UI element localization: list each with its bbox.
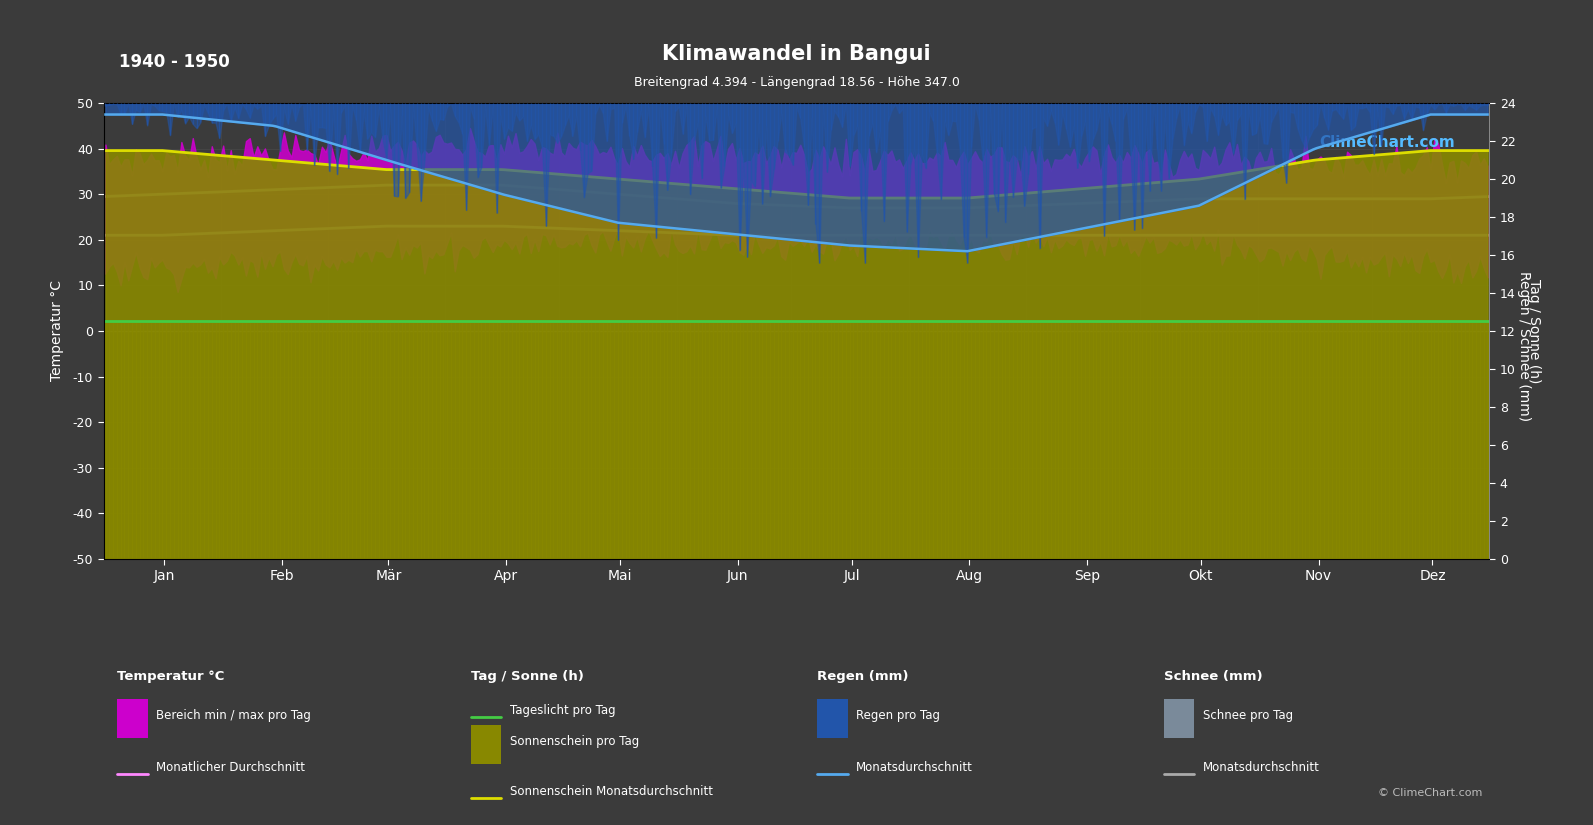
- Text: Temperatur °C: Temperatur °C: [118, 670, 225, 683]
- Text: ClimeChart.com: ClimeChart.com: [1319, 135, 1454, 150]
- Y-axis label: Tag / Sonne (h): Tag / Sonne (h): [1526, 279, 1540, 383]
- Text: © ClimeChart.com: © ClimeChart.com: [1378, 788, 1483, 798]
- Text: Klimawandel in Bangui: Klimawandel in Bangui: [663, 44, 930, 64]
- Text: Schnee (mm): Schnee (mm): [1164, 670, 1262, 683]
- Y-axis label: Temperatur °C: Temperatur °C: [51, 280, 64, 381]
- Text: Monatsdurchschnitt: Monatsdurchschnitt: [1203, 761, 1319, 774]
- Bar: [817, 699, 847, 738]
- Text: Breitengrad 4.394 - Längengrad 18.56 - Höhe 347.0: Breitengrad 4.394 - Längengrad 18.56 - H…: [634, 76, 959, 89]
- Text: Tag / Sonne (h): Tag / Sonne (h): [472, 670, 583, 683]
- Text: 1940 - 1950: 1940 - 1950: [119, 53, 231, 71]
- Text: Schnee pro Tag: Schnee pro Tag: [1203, 710, 1292, 722]
- Bar: [118, 699, 148, 738]
- Text: Sonnenschein pro Tag: Sonnenschein pro Tag: [510, 735, 639, 748]
- Text: Sonnenschein Monatsdurchschnitt: Sonnenschein Monatsdurchschnitt: [510, 785, 712, 798]
- Bar: [1164, 699, 1195, 738]
- Text: Monatsdurchschnitt: Monatsdurchschnitt: [855, 761, 973, 774]
- Text: Regen pro Tag: Regen pro Tag: [855, 710, 940, 722]
- Text: Regen / Schnee (mm): Regen / Schnee (mm): [1517, 271, 1531, 422]
- Text: Monatlicher Durchschnitt: Monatlicher Durchschnitt: [156, 761, 306, 774]
- Text: Tageslicht pro Tag: Tageslicht pro Tag: [510, 704, 615, 717]
- Text: Bereich min / max pro Tag: Bereich min / max pro Tag: [156, 710, 311, 722]
- Bar: [472, 724, 502, 764]
- Text: Regen (mm): Regen (mm): [817, 670, 908, 683]
